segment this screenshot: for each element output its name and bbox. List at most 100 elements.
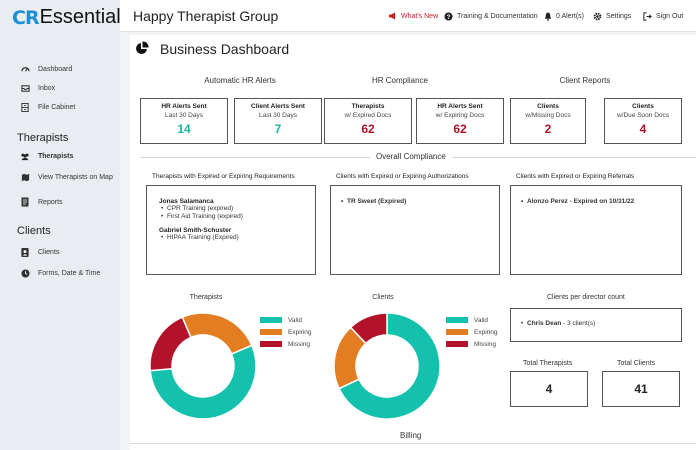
sidebar-item-forms[interactable]: Forms, Date & Time [20, 267, 100, 279]
sidebar-item-label: Reports [38, 198, 63, 206]
legend-label: Valid [474, 316, 488, 324]
legend-swatch [260, 317, 282, 323]
card-value: 4 [639, 122, 647, 136]
legend-item-missing: Missing [260, 338, 311, 350]
legend-swatch [260, 341, 282, 347]
sidebar-item-label: Inbox [38, 84, 56, 92]
clients-chart-title: Clients [372, 294, 394, 301]
card-title: Client Alerts Sent [251, 103, 305, 110]
clients-due-soon-docs-card[interactable]: Clients w/Due Soon Docs 4 [604, 98, 682, 144]
donut-slice-expiring[interactable] [181, 312, 253, 355]
sidebar-item-inbox[interactable]: Inbox [20, 82, 55, 94]
card-value: 7 [274, 122, 282, 136]
card-title: Clients [537, 103, 559, 110]
legend-item-expiring: Expiring [260, 326, 311, 338]
hr-compliance-section-title: HR Compliance [371, 76, 429, 85]
card-subtitle: w/Missing Docs [525, 112, 571, 119]
director-count-box: Chris Dean - 3 client(s) [510, 308, 682, 342]
clock-icon [20, 268, 30, 278]
legend-item-valid: Valid [446, 314, 497, 326]
sidebar-item-label: Clients [38, 248, 60, 256]
app-logo[interactable]: CR Essentials [12, 6, 131, 29]
total-clients-card[interactable]: 41 [602, 371, 680, 407]
alerts-link[interactable]: 0 Alert(s) [544, 12, 584, 21]
clients-missing-docs-card[interactable]: Clients w/Missing Docs 2 [510, 98, 586, 144]
overall-compliance-title: Overall Compliance [370, 152, 452, 161]
list-item: CPR Training (expired) [159, 205, 303, 213]
help-circle-icon: ? [444, 12, 453, 21]
organization-title: Happy Therapist Group [133, 8, 279, 24]
card-subtitle: w/Due Soon Docs [616, 112, 670, 119]
clients-heading: Clients [17, 225, 51, 237]
donut-slice-missing[interactable] [149, 316, 192, 372]
therapist-name[interactable]: Jonas Salamanca [159, 198, 214, 205]
referrals-box: Alonzo Perez - Expired on 10/31/22 [510, 185, 682, 275]
client-reports-section-title: Client Reports [559, 76, 611, 85]
whats-new-link[interactable]: What's New [388, 12, 438, 20]
card-value: 2 [544, 122, 552, 136]
authorizations-title: Clients with Expired or Expiring Authori… [336, 173, 469, 180]
therapists-expired-docs-card[interactable]: Therapists w/ Expired Docs 62 [324, 98, 412, 144]
card-title: Clients [632, 103, 654, 110]
authorizations-box: TR Sweet (Expired) [330, 185, 500, 275]
sidebar-item-clients[interactable]: Clients [20, 246, 59, 258]
total-therapists-label: Total Therapists [523, 360, 573, 367]
list-item[interactable]: Alonzo Perez - Expired on 10/31/22 [519, 198, 673, 206]
donut-slice-missing[interactable] [349, 312, 388, 345]
therapists-expiring-box: Jonas Salamanca CPR Training (expired) F… [146, 185, 316, 275]
legend-label: Expiring [288, 328, 312, 336]
card-title: HR Alerts Sent [161, 103, 207, 110]
sidebar-item-label: File Cabinet [38, 103, 76, 111]
legend-swatch [446, 317, 468, 323]
card-subtitle: Last 30 Days [259, 112, 297, 119]
logo-mark: CR [12, 6, 40, 29]
report-icon [20, 197, 30, 207]
training-label: Training & Documentation [457, 13, 538, 20]
director-count-title: Clients per director count [547, 294, 625, 301]
clients-chart-legend: Valid Expiring Missing [446, 314, 497, 350]
speedometer-icon [20, 64, 30, 74]
sign-out-link[interactable]: Sign Out [643, 12, 683, 21]
card-value: 62 [361, 122, 375, 136]
training-link[interactable]: ? Training & Documentation [444, 12, 538, 21]
client-alerts-sent-card[interactable]: Client Alerts Sent Last 30 Days 7 [234, 98, 322, 144]
sidebar-item-reports[interactable]: Reports [20, 196, 63, 208]
legend-swatch [260, 329, 282, 335]
hr-alerts-expiring-docs-card[interactable]: HR Alerts Sent w/ Expiring Docs 62 [416, 98, 504, 144]
sidebar-item-label: Therapists [38, 152, 74, 160]
therapists-heading: Therapists [17, 132, 69, 144]
sidebar-item-therapists-map[interactable]: View Therapists on Map [20, 171, 113, 183]
hr-alerts-sent-card[interactable]: HR Alerts Sent Last 30 Days 14 [140, 98, 228, 144]
users-icon [20, 151, 30, 161]
logo-text: Essentials [39, 6, 131, 28]
page-title: Business Dashboard [160, 41, 290, 57]
cabinet-icon [20, 102, 30, 112]
donut-slice-valid[interactable] [338, 312, 441, 420]
legend-item-valid: Valid [260, 314, 311, 326]
list-item: First Aid Training (expired) [159, 213, 303, 221]
sidebar-item-label: Forms, Date & Time [38, 269, 101, 277]
total-therapists-card[interactable]: 4 [510, 371, 588, 407]
legend-label: Missing [288, 340, 311, 348]
donut-slice-valid[interactable] [149, 344, 257, 420]
sidebar-item-file-cabinet[interactable]: File Cabinet [20, 101, 75, 113]
sidebar-item-therapists[interactable]: Therapists [20, 150, 73, 162]
list-item: HIPAA Training (Expired) [159, 234, 303, 242]
director-item[interactable]: Chris Dean - 3 client(s) [519, 320, 673, 328]
legend-item-expiring: Expiring [446, 326, 497, 338]
card-subtitle: Last 30 Days [165, 112, 203, 119]
legend-label: Missing [474, 340, 497, 348]
bottom-divider [130, 443, 696, 444]
billing-section-title: Billing [400, 431, 422, 440]
therapists-chart-title: Therapists [189, 294, 223, 301]
therapist-name[interactable]: Gabriel Smith-Schuster [159, 227, 232, 234]
inbox-icon [20, 83, 30, 93]
director-count: - 3 client(s) [561, 320, 596, 327]
list-item[interactable]: TR Sweet (Expired) [339, 198, 491, 206]
card-title: HR Alerts Sent [437, 103, 483, 110]
card-value: 14 [177, 122, 191, 136]
settings-link[interactable]: Settings [593, 12, 631, 21]
therapists-donut-chart [149, 312, 257, 420]
alerts-label: 0 Alert(s) [556, 13, 585, 20]
sidebar-item-dashboard[interactable]: Dashboard [20, 63, 72, 75]
